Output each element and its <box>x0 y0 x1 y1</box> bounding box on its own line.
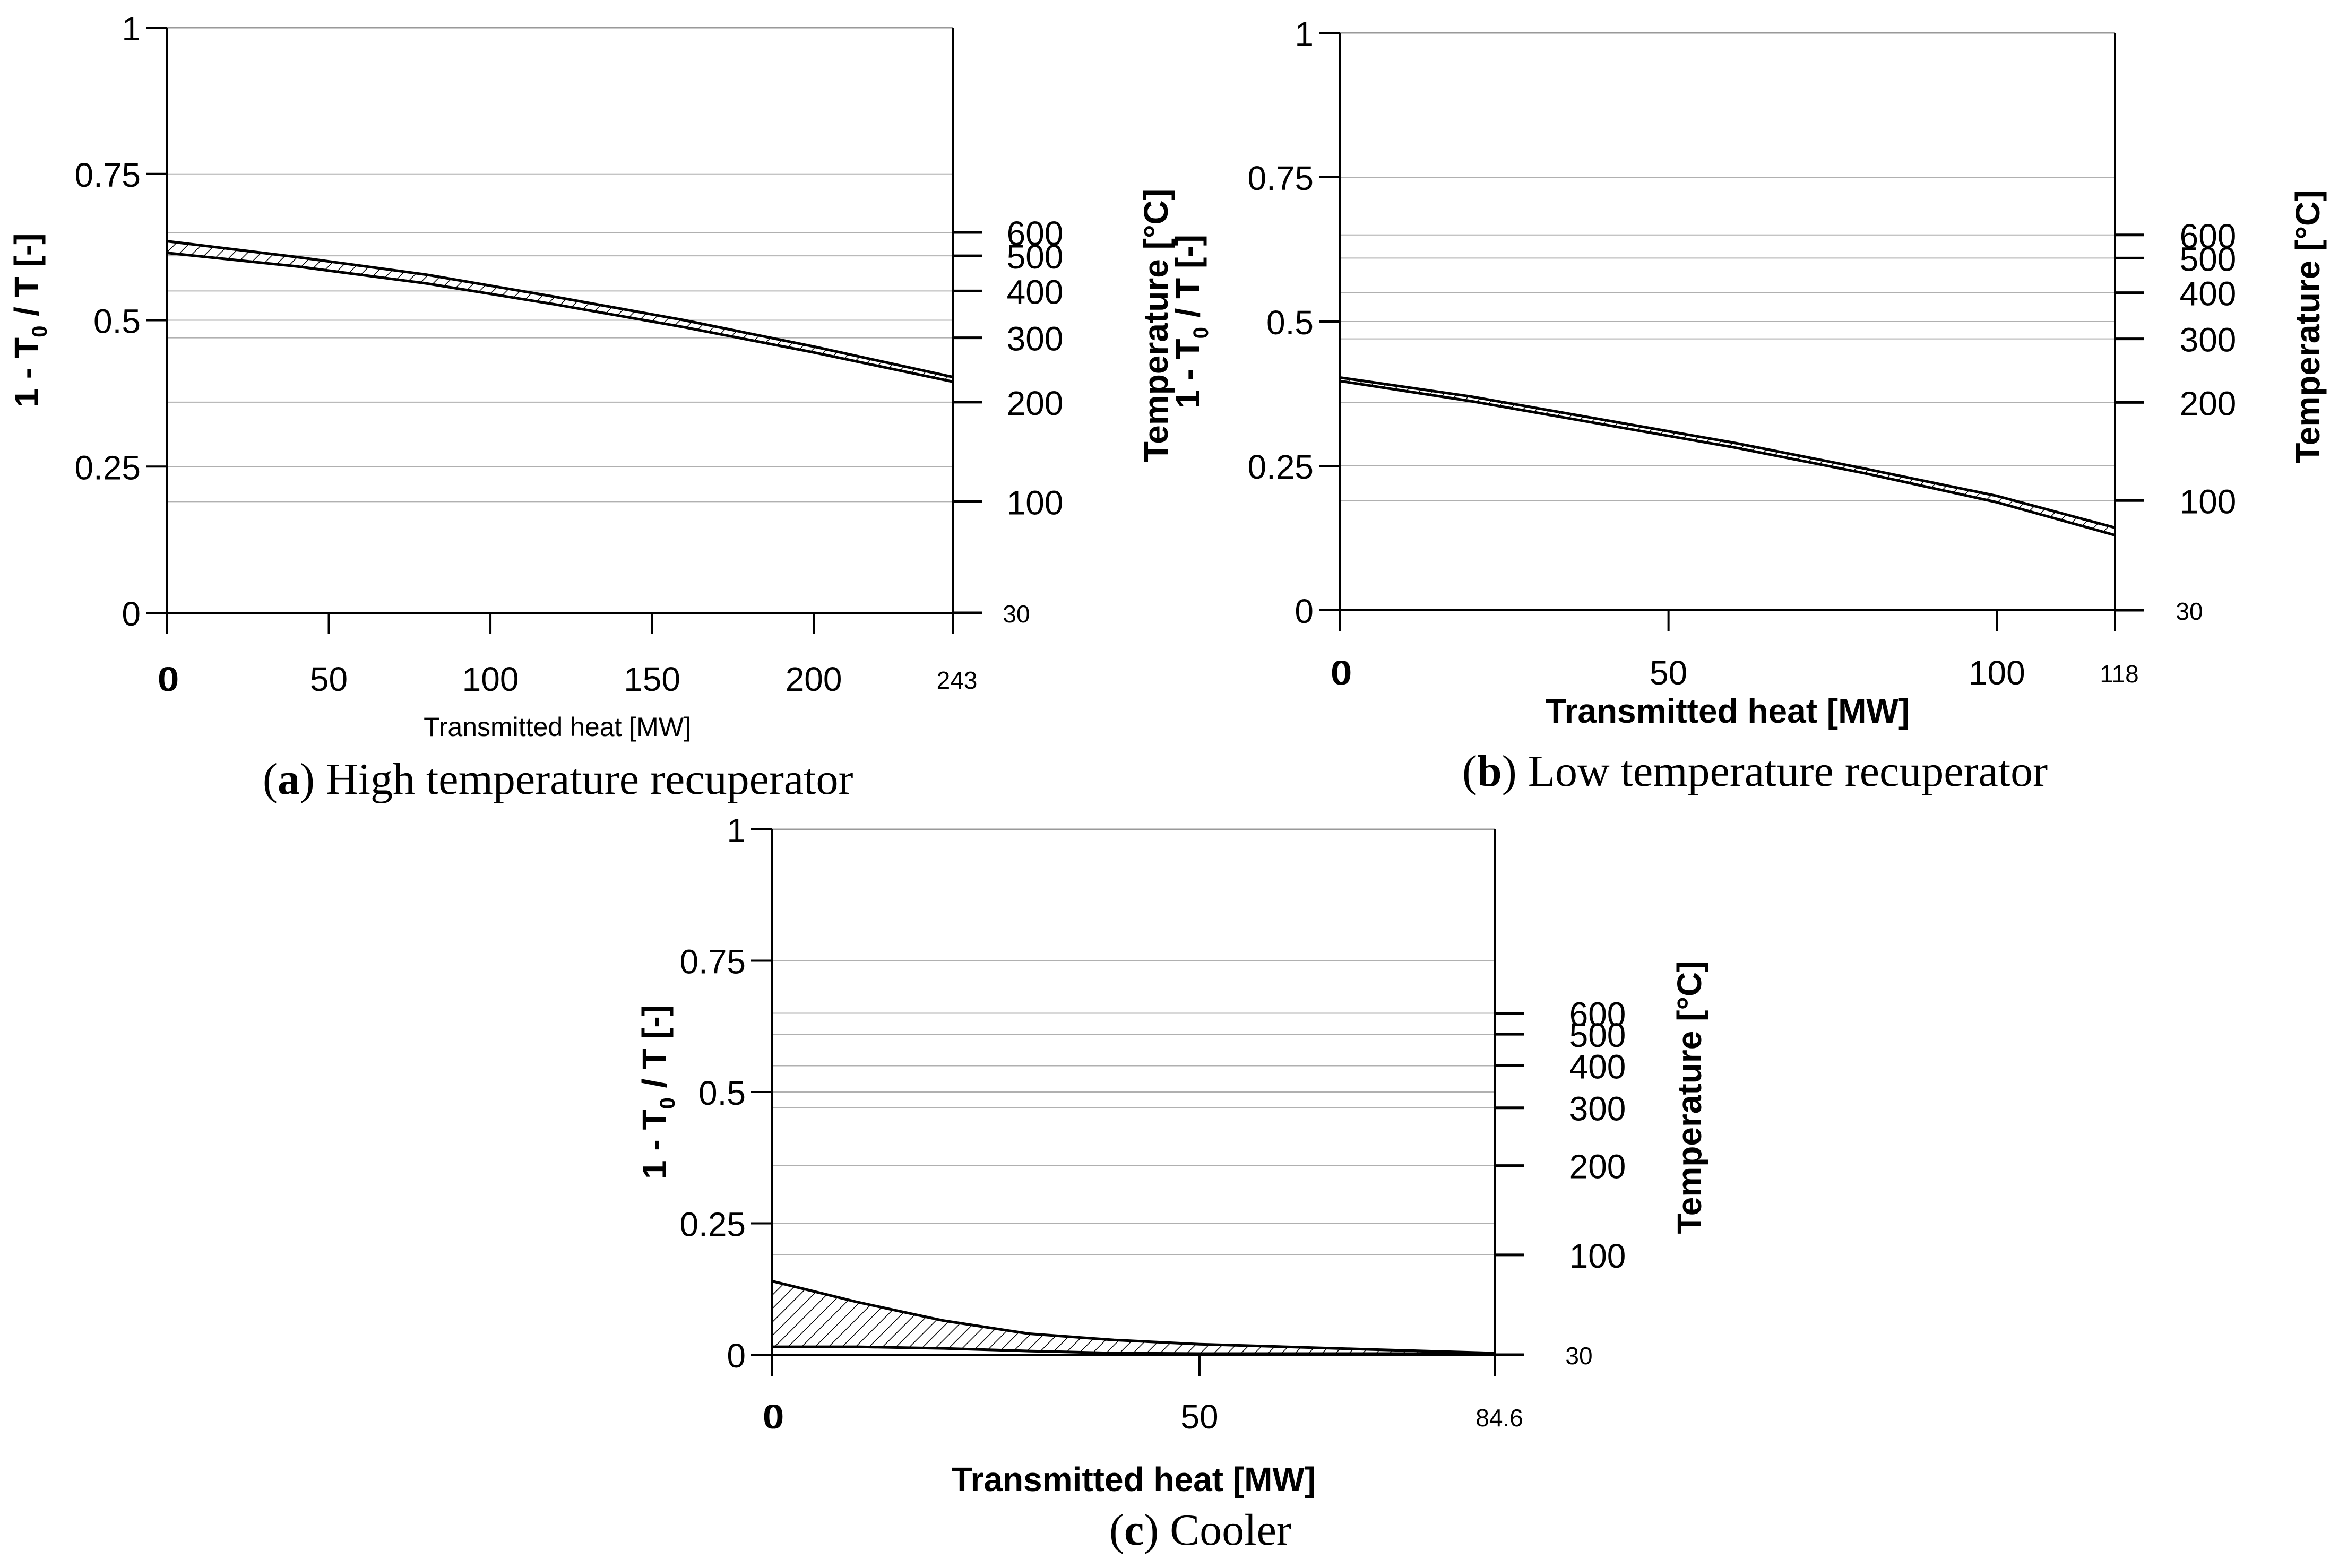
series-line-upper <box>167 240 953 378</box>
y2-tick-label: 100 <box>2180 482 2237 521</box>
y-axis-title: 1 - T0 / T [-] <box>1169 235 1213 409</box>
x-tick-label: 50 <box>1180 1398 1218 1436</box>
x-tick-label: 0 <box>158 660 177 698</box>
x-tick-label: 50 <box>310 660 348 698</box>
x-tick-label: 100 <box>1969 654 2025 692</box>
y2-tick-label: 200 <box>2180 384 2237 422</box>
y-tick-label: 0 <box>727 1337 746 1375</box>
y2-tick-label: 300 <box>1007 320 1064 358</box>
caption-b-letter: b <box>1477 747 1502 796</box>
y-tick-label: 0.5 <box>1266 304 1314 342</box>
y2-tick-label: 100 <box>1007 483 1064 522</box>
hatched-band <box>772 1281 1495 1354</box>
y-tick-label: 1 <box>122 10 141 48</box>
y2-tick-label: 500 <box>1007 238 1064 276</box>
x-end-label: 118 <box>2100 660 2138 688</box>
x-tick-label: 100 <box>462 660 519 698</box>
y2-tick-label: 500 <box>1569 1016 1626 1054</box>
y2-tick-label: 500 <box>2180 240 2237 278</box>
y-axis-title: 1 - T0 / T [-] <box>635 1005 679 1179</box>
y2-tick-label: 400 <box>1007 273 1064 311</box>
y-axis-title-main: 1 - T <box>7 337 46 408</box>
y2-base-label: 30 <box>1565 1342 1592 1370</box>
caption-c: (c) Cooler <box>1109 1505 1291 1555</box>
y-axis-title-subscript: 0 <box>656 1097 679 1109</box>
caption-c-text: Cooler <box>1170 1505 1291 1555</box>
x-axis-title: Transmitted heat [MW] <box>1546 692 1910 730</box>
y2-tick-label: 300 <box>1569 1090 1626 1128</box>
y-axis-title-subscript: 0 <box>28 326 51 337</box>
y2-tick-label: 100 <box>1569 1237 1626 1275</box>
y-axis-title: 1 - T0 / T [-] <box>7 233 51 408</box>
y2-axis-title: Temperature [°C] <box>1137 189 1175 462</box>
y-tick-label: 0.5 <box>93 302 141 341</box>
x-tick-label: 0 <box>763 1398 782 1436</box>
x-tick-label-overlay: 0 <box>765 1398 784 1436</box>
y-tick-label: 0.75 <box>679 943 746 981</box>
y-axis-title-subscript: 0 <box>1189 327 1213 339</box>
y-tick-label: 0.75 <box>1247 159 1314 197</box>
caption-a-text: High temperature recuperator <box>325 755 853 804</box>
y2-base-label: 30 <box>2176 597 2203 625</box>
x-tick-label-overlay: 0 <box>1333 654 1352 692</box>
y2-axis-title: Temperature [°C] <box>1670 960 1708 1234</box>
caption-a: (a) High temperature recuperator <box>263 755 853 804</box>
series-line-lower <box>1340 379 2116 536</box>
y2-tick-label: 600 <box>1007 214 1064 253</box>
caption-a-letter: a <box>277 755 300 804</box>
y-axis-title-rest: / T [-] <box>7 233 46 326</box>
x-tick-label: 200 <box>786 660 842 698</box>
x-end-label: 84.6 <box>1475 1404 1523 1432</box>
y-tick-label: 0 <box>1295 592 1314 630</box>
y-axis-title-rest: / T [-] <box>1169 235 1207 327</box>
y2-base-label: 30 <box>1003 600 1030 628</box>
hatched-band <box>167 241 953 382</box>
y-tick-label: 0.25 <box>1247 448 1314 486</box>
y2-tick-label: 600 <box>1569 995 1626 1034</box>
y-tick-label: 1 <box>1295 15 1314 53</box>
chart-high-temperature-recuperator: 0 0.25 0.5 0.75 1 0 50 100 150 200 0 243 100 200 300 40… <box>7 10 1175 742</box>
y-axis-title-rest: / T [-] <box>635 1005 674 1097</box>
y2-tick-label: 400 <box>2180 275 2237 313</box>
hatched-band <box>1340 377 2115 535</box>
caption-c-letter: c <box>1124 1505 1144 1555</box>
y-tick-label: 1 <box>727 811 746 850</box>
y2-tick-label: 200 <box>1569 1148 1626 1186</box>
y-tick-label: 0.5 <box>698 1074 746 1112</box>
series-line-lower <box>167 252 953 383</box>
y-axis-title-main: 1 - T <box>1169 339 1207 409</box>
y-tick-label: 0.75 <box>74 156 141 194</box>
y2-tick-label: 200 <box>1007 384 1064 422</box>
x-end-label: 243 <box>937 666 978 694</box>
chart-low-temperature-recuperator: 0 0.25 0.5 0.75 1 0 50 100 0 118 100 200 300 40050060… <box>1169 15 2327 730</box>
series-line-upper <box>772 1279 1496 1355</box>
x-tick-label: 150 <box>624 660 680 698</box>
y-tick-label: 0.25 <box>74 448 141 487</box>
y-tick-label: 0 <box>122 595 141 633</box>
caption-b: (b) Low temperature recuperator <box>1462 747 2048 796</box>
caption-b-text: Low temperature recuperator <box>1528 747 2048 796</box>
x-tick-label: 50 <box>1650 654 1687 692</box>
y2-tick-label: 600 <box>2180 217 2237 255</box>
y2-axis-title: Temperature [°C] <box>2289 190 2327 463</box>
y2-tick-label: 300 <box>2180 321 2237 359</box>
x-axis-title: Transmitted heat [MW] <box>952 1460 1316 1498</box>
y-tick-label: 0.25 <box>679 1206 746 1244</box>
x-tick-label: 0 <box>1331 654 1350 692</box>
y-axis-title-main: 1 - T <box>635 1109 674 1179</box>
x-tick-label-overlay: 0 <box>160 660 179 698</box>
y2-tick-label: 400 <box>1569 1048 1626 1086</box>
x-axis-title: Transmitted heat [MW] <box>424 712 691 742</box>
series-line-upper <box>1340 376 2116 529</box>
